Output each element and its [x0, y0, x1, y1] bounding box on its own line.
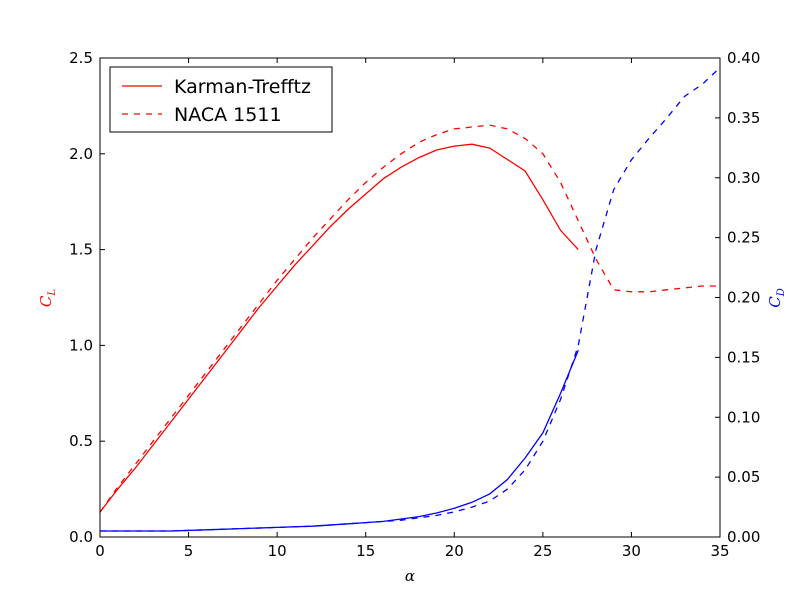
x-tick-label: 30 — [622, 542, 641, 560]
right-y-tick-label: 0.40 — [727, 49, 760, 67]
x-tick-label: 25 — [533, 542, 552, 560]
x-axis-label: α — [405, 567, 415, 585]
right-y-tick-label: 0.05 — [727, 468, 760, 486]
series-line-cd-dashed-3 — [100, 67, 721, 532]
right-y-tick-label: 0.00 — [727, 528, 760, 546]
left-y-axis-label-main: C — [37, 295, 55, 307]
left-y-tick-label: 0.0 — [69, 528, 93, 546]
series-line-cl-solid-0 — [99, 143, 579, 513]
left-y-axis: 0.0 0.5 1.0 1.5 2.0 2.5 — [69, 49, 105, 546]
right-y-tick-label: 0.25 — [727, 229, 760, 247]
x-axis: 0 5 10 15 20 25 30 35 — [95, 58, 730, 560]
right-y-tick-label: 0.20 — [727, 289, 760, 307]
left-y-tick-label: 1.0 — [69, 336, 93, 354]
left-y-tick-label: 2.0 — [69, 145, 93, 163]
x-tick-label: 20 — [445, 542, 464, 560]
series-line-cd-solid-2 — [100, 349, 579, 532]
right-y-tick-label: 0.35 — [727, 109, 760, 127]
x-tick-label: 15 — [356, 542, 375, 560]
legend: Karman-Trefftz NACA 1511 — [109, 66, 333, 133]
left-y-tick-label: 0.5 — [69, 432, 93, 450]
legend-label: Karman-Trefftz — [174, 76, 311, 98]
right-y-tick-label: 0.15 — [727, 348, 760, 366]
right-y-axis: 0.00 0.05 0.10 0.15 0.20 0.25 0.30 0.35 0.40 — [715, 49, 760, 546]
legend-box — [109, 66, 333, 133]
x-tick-label: 0 — [95, 542, 105, 560]
left-y-axis-label: CL — [37, 289, 58, 307]
left-y-tick-label: 1.5 — [69, 241, 93, 259]
right-y-axis-label-main: C — [766, 296, 784, 308]
left-y-tick-label: 2.5 — [69, 49, 93, 67]
x-tick-label: 10 — [268, 542, 287, 560]
series-line-cl-dashed-1 — [99, 124, 720, 513]
right-y-axis-label: CD — [766, 288, 787, 308]
left-y-axis-label-subscript: L — [47, 289, 58, 297]
right-y-tick-label: 0.10 — [727, 408, 760, 426]
x-tick-label: 5 — [184, 542, 194, 560]
right-y-tick-label: 0.30 — [727, 169, 760, 187]
legend-label: NACA 1511 — [174, 104, 282, 126]
x-tick-label: 35 — [710, 542, 729, 560]
plot-area — [99, 57, 721, 538]
right-y-axis-label-subscript: D — [776, 288, 787, 297]
